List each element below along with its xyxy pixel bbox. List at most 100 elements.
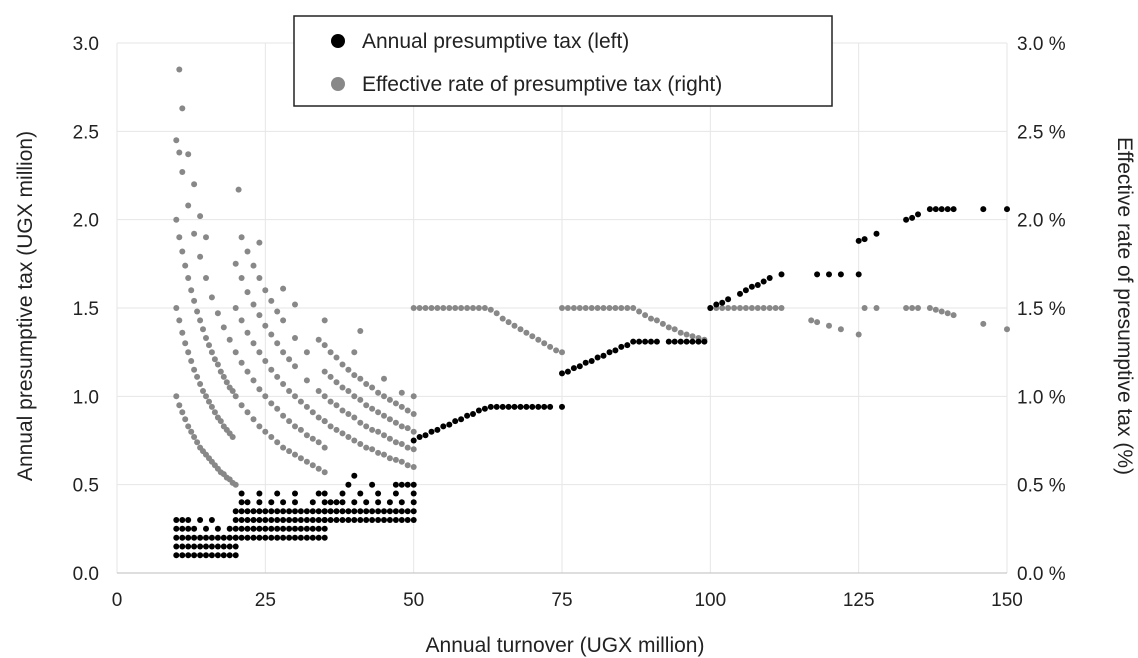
tax-point-93 [232,508,239,515]
rate-point-111 [238,317,245,324]
tax-point-221 [683,338,690,345]
tax-point-201 [559,370,565,377]
rate-point-76 [197,213,204,220]
tax-point-36 [191,525,198,532]
right-y-tick-label-4: 2.0 % [1017,211,1066,232]
rate-point-44 [182,262,189,269]
rate-point-116 [268,366,275,373]
rate-point-176 [363,423,370,430]
tax-point-16 [203,543,209,550]
tax-point-156 [339,499,346,506]
rate-point-211 [327,349,334,356]
tax-point-149 [392,508,399,515]
rate-point-137 [303,377,310,384]
tax-point-135 [404,517,411,523]
tax-point-56 [297,534,304,541]
tax-point-139 [333,508,340,515]
tax-point-64 [250,525,257,532]
tax-point-187 [475,407,482,414]
rate-point-131 [262,322,269,329]
tax-point-137 [321,508,328,515]
tax-point-131 [381,517,387,523]
left-y-tick-label-1: 0.5 [73,476,99,497]
tax-point-88 [297,517,304,523]
rate-point-68 [208,294,215,301]
rate-point-69 [214,310,221,317]
rate-point-213 [351,372,358,379]
rate-point-135 [286,356,293,363]
tax-point-158 [363,499,370,506]
tax-point-105 [303,508,310,515]
rate-point-281 [742,305,749,311]
tax-point-252 [1004,206,1010,213]
rate-point-121 [297,398,304,405]
rate-point-232 [458,305,465,311]
rate-point-47 [191,297,198,304]
tax-point-68 [274,525,281,532]
tax-point-11 [173,543,180,550]
rate-point-241 [511,322,518,329]
rate-point-122 [303,403,310,410]
rate-point-115 [262,358,269,364]
tax-point-106 [309,508,316,515]
rate-point-262 [630,305,637,311]
tax-point-49 [256,534,263,541]
rate-point-185 [321,368,328,375]
rate-point-102 [280,412,287,419]
tax-point-120 [315,490,322,497]
rate-point-223 [398,389,405,396]
rate-point-231 [452,305,459,311]
rate-point-280 [737,305,743,311]
tax-point-20 [226,543,233,550]
tax-point-237 [826,271,832,278]
rate-point-22 [176,317,183,324]
tax-point-81 [256,517,263,523]
tax-point-110 [244,499,251,506]
rate-point-88 [292,451,298,458]
rate-point-249 [559,349,565,356]
rate-point-148 [303,349,310,356]
tax-point-246 [926,206,933,213]
tax-point-126 [351,517,358,523]
rate-point-3 [182,416,189,423]
rate-point-42 [176,234,183,241]
rate-point-62 [176,149,183,156]
rate-point-235 [475,305,482,311]
tax-point-40 [173,517,180,523]
rate-point-120 [292,393,298,400]
rate-point-159 [357,441,364,447]
tax-point-129 [369,517,376,523]
rate-point-199 [404,425,411,432]
tax-point-205 [582,359,589,366]
tax-point-77 [232,517,239,523]
tax-point-176 [410,437,417,444]
tax-point-46 [238,534,245,541]
tax-point-45 [232,534,239,541]
tax-point-71 [292,525,298,532]
tax-point-22 [173,534,180,541]
tax-point-59 [315,534,322,541]
rate-point-267 [659,320,666,327]
rate-point-50 [200,326,206,333]
tax-point-9 [226,552,233,559]
rate-point-251 [564,305,571,311]
tax-point-34 [179,525,186,532]
rate-point-80 [244,409,251,416]
tax-point-87 [292,517,298,523]
tax-point-161 [398,499,405,506]
tax-point-240 [855,237,862,244]
tax-point-213 [630,338,637,345]
rate-point-152 [292,301,298,308]
tax-point-207 [594,354,601,361]
tax-point-104 [297,508,304,515]
right-y-tick-label-2: 1.0 % [1017,387,1066,408]
rate-point-87 [286,448,293,455]
rate-point-196 [386,416,393,423]
tax-point-21 [232,543,239,550]
rate-point-163 [381,451,387,458]
rate-point-237 [487,306,494,313]
rate-point-85 [274,439,281,446]
rate-point-132 [268,331,275,338]
tax-point-150 [398,508,405,515]
rate-point-191 [357,396,364,403]
